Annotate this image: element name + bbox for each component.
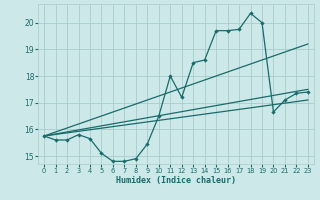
X-axis label: Humidex (Indice chaleur): Humidex (Indice chaleur) xyxy=(116,176,236,185)
